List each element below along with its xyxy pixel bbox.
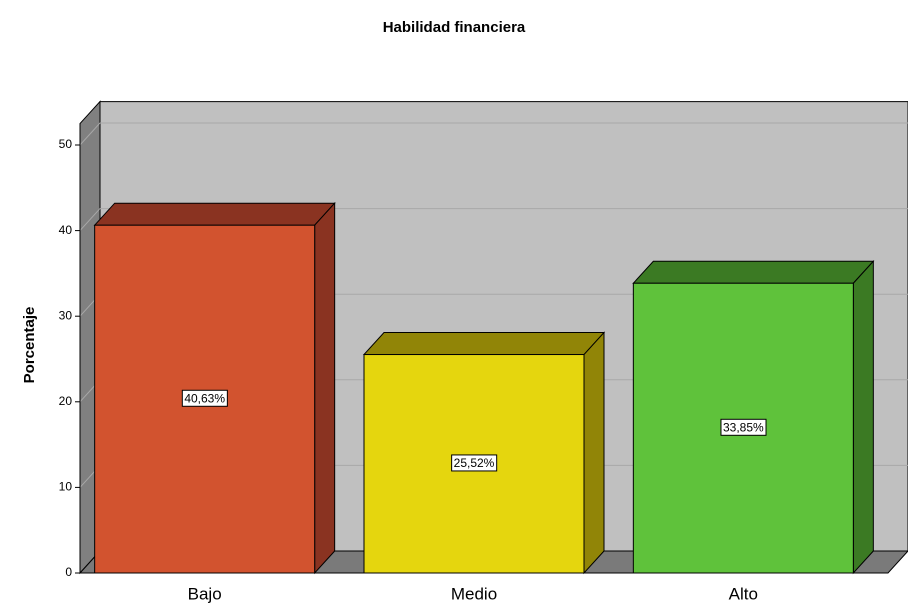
y-tick-label: 10	[59, 480, 73, 494]
y-tick-label: 40	[59, 223, 73, 237]
grid-line	[79, 208, 101, 231]
value-label-text: 40,63%	[184, 391, 225, 405]
value-label-box	[451, 454, 498, 472]
bar-top	[632, 260, 875, 284]
bar-side	[852, 259, 874, 575]
y-tick-label: 20	[59, 394, 73, 408]
grid-line	[79, 122, 101, 146]
value-label: 25,52%	[451, 454, 498, 472]
value-label: 40,63%	[181, 389, 228, 407]
chart-title: Habilidad financiera	[383, 19, 526, 36]
value-label-text: 33,85%	[723, 420, 764, 434]
bar-top	[93, 202, 336, 226]
x-tick-label: Medio	[451, 584, 497, 603]
value-label-box	[181, 389, 228, 407]
x-tick-label: Alto	[729, 584, 758, 603]
bar-side	[583, 331, 605, 575]
y-tick-label: 50	[59, 137, 73, 151]
y-tick-label: 0	[65, 565, 72, 579]
x-tick-label: Bajo	[188, 584, 222, 603]
bar-top	[362, 332, 606, 356]
value-label: 33,85%	[720, 418, 767, 436]
y-axis-label: Porcentaje	[21, 307, 38, 384]
value-label-box	[720, 418, 767, 436]
value-label-text: 25,52%	[454, 456, 495, 470]
bar-side	[314, 201, 336, 575]
y-tick-label: 30	[59, 308, 73, 322]
